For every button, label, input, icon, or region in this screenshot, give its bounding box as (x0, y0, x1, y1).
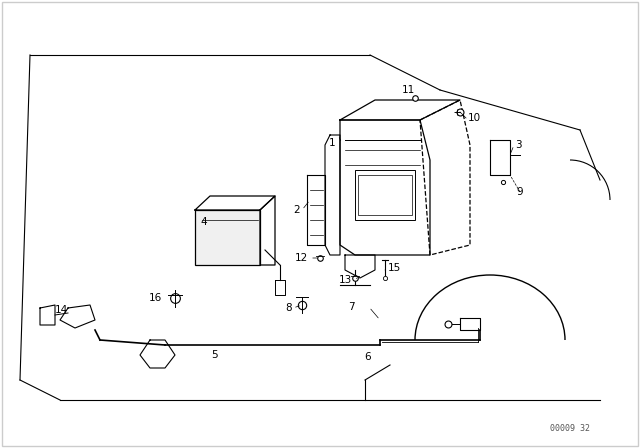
Text: 5: 5 (212, 350, 218, 360)
Text: 10: 10 (468, 113, 481, 123)
Text: 16: 16 (148, 293, 162, 303)
Text: 3: 3 (515, 140, 522, 150)
Bar (358, 175, 412, 215)
Text: 2: 2 (293, 205, 300, 215)
Text: 7: 7 (348, 302, 355, 312)
Text: 11: 11 (401, 85, 415, 95)
Text: 13: 13 (339, 275, 352, 285)
Text: 15: 15 (388, 263, 401, 273)
Text: 14: 14 (55, 305, 68, 315)
Text: 1: 1 (328, 138, 335, 148)
Bar (355, 170, 415, 220)
Text: 4: 4 (200, 217, 207, 227)
Text: 00009 32: 00009 32 (550, 424, 590, 433)
Text: 9: 9 (516, 187, 523, 197)
Text: 6: 6 (365, 352, 371, 362)
Bar (195, 210, 260, 265)
Text: 8: 8 (285, 303, 292, 313)
Text: 12: 12 (295, 253, 308, 263)
